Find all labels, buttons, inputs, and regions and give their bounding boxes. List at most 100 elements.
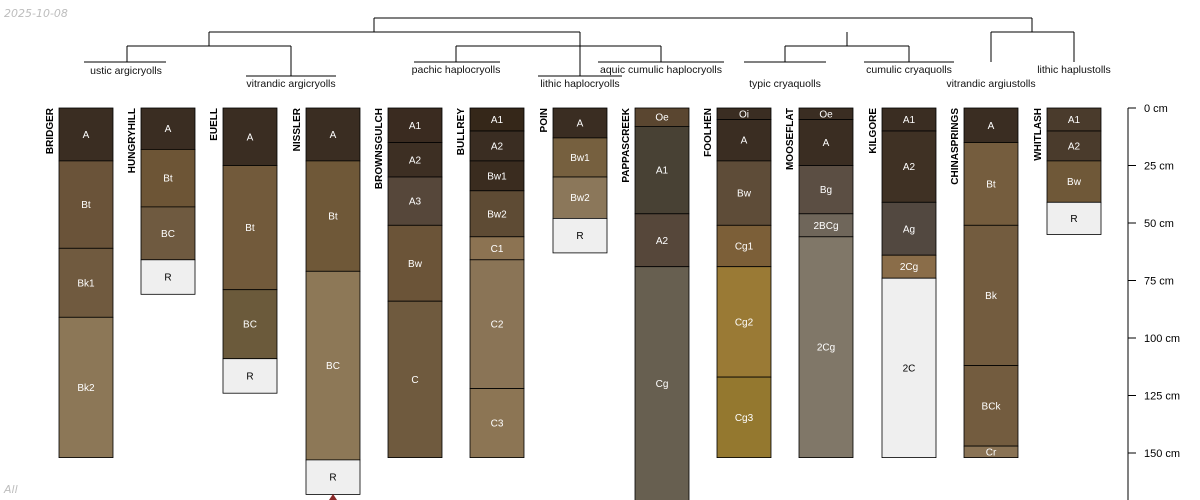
horizon-a2 <box>1046 130 1102 162</box>
horizon-label: Cr <box>986 447 997 458</box>
depth-tick-label: 100 cm <box>1144 333 1180 345</box>
soil-profile-bridger: BRIDGER A Bt Bk1 Bk2 <box>45 107 114 458</box>
horizon-label: Oe <box>655 113 669 124</box>
soil-profile-poin: POIN A Bw1 Bw2 R <box>539 107 608 254</box>
horizon-label: Bt <box>245 223 255 234</box>
depth-tick-label: 0 cm <box>1144 103 1168 115</box>
soil-profile-foolhen: FOOLHEN Oi A Bw Cg1 Cg2 Cg3 <box>703 107 772 459</box>
soil-profile-kilgore: KILGORE A1 A2 Ag 2Cg 2C <box>868 107 937 459</box>
dendrogram-label: ustic argicryolls <box>90 65 162 77</box>
soil-profile-mooseflat: MOOSEFLAT Oe A Bg 2BCg 2Cg <box>785 107 854 459</box>
horizon-cg2 <box>716 266 772 378</box>
horizon-bk2 <box>58 316 114 458</box>
horizon-label: A2 <box>903 162 916 173</box>
horizon-bg <box>798 165 854 215</box>
profile-name: BULLREY <box>456 108 467 156</box>
horizon-c <box>387 300 443 459</box>
dendrogram: ustic argicryolls vitrandic argicryolls pa… <box>84 17 1111 90</box>
horizon-label: Bw2 <box>487 209 507 220</box>
soil-profile-hungryhill: HUNGRYHILL A Bt BC R <box>127 107 196 295</box>
horizon-label: Bt <box>986 179 996 190</box>
dendrogram-label: typic cryaquolls <box>749 78 821 90</box>
soil-profile-pappascreek: PAPPASCREEK Oe A1 A2 Cg <box>621 107 690 500</box>
horizon-label: 2BCg <box>813 221 838 232</box>
horizon-bc <box>222 289 278 360</box>
horizon-label: C3 <box>491 419 504 430</box>
horizon-cg1 <box>716 224 772 268</box>
horizon-label: A3 <box>409 197 422 208</box>
profile-name: KILGORE <box>868 108 879 154</box>
profile-name: NISSLER <box>292 107 303 151</box>
horizon-bw2 <box>552 176 608 219</box>
horizon-label: Bt <box>328 212 338 223</box>
dendrogram-label: vitrandic argicryolls <box>246 78 335 90</box>
horizon-bw <box>716 160 772 226</box>
horizon-label: R <box>246 371 253 382</box>
horizon-label: Bw1 <box>487 171 507 182</box>
horizon-c2 <box>469 259 525 389</box>
horizon-label: A <box>330 130 337 141</box>
horizon-label: C <box>411 375 418 386</box>
horizon-label: 2Cg <box>817 343 835 354</box>
horizon-label: A1 <box>409 121 422 132</box>
horizon-label: Bt <box>163 174 173 185</box>
horizon-label: A1 <box>903 115 916 126</box>
horizon-a2 <box>634 213 690 268</box>
horizon-bw1 <box>469 160 525 192</box>
horizon-label: A1 <box>1068 115 1081 126</box>
horizon-label: A <box>83 130 90 141</box>
horizon-label: A <box>247 132 254 143</box>
depth-axis: 0 cm 25 cm 50 cm 75 cm 100 cm 125 cm 150 cm <box>1127 103 1180 500</box>
horizon-a2 <box>469 130 525 162</box>
horizon-label: Bw <box>408 259 423 270</box>
horizon-label: Ag <box>903 224 915 235</box>
depth-tick-label: 50 cm <box>1144 218 1174 230</box>
horizon-label: BCk <box>982 401 1002 412</box>
horizon-a1 <box>634 126 690 215</box>
horizon-bt <box>963 142 1019 226</box>
depth-tick-label: 25 cm <box>1144 161 1174 173</box>
horizon-bw2 <box>469 190 525 238</box>
horizon-cr <box>963 445 1019 459</box>
horizon-label: Cg3 <box>735 413 754 424</box>
horizon-a <box>716 119 772 162</box>
depth-tick-label: 75 cm <box>1144 276 1174 288</box>
horizon-label: A <box>165 124 172 135</box>
horizon-label: Bw <box>1067 177 1082 188</box>
horizon-label: A1 <box>491 115 504 126</box>
horizon-a <box>305 107 361 162</box>
horizon-bc <box>305 270 361 461</box>
horizon-bt <box>58 160 114 249</box>
horizon-a <box>798 119 854 166</box>
profile-name: MOOSEFLAT <box>785 108 796 170</box>
horizon-label: Bg <box>820 185 832 196</box>
horizon-label: Cg1 <box>735 242 754 253</box>
horizon-label: A <box>988 121 995 132</box>
profile-name: BROWNSGULCH <box>374 108 385 189</box>
horizon-label: R <box>576 231 583 242</box>
dendrogram-label: pachic haplocryolls <box>412 64 501 76</box>
horizon-a <box>140 107 196 150</box>
footer-label: All <box>4 483 18 496</box>
dendrogram-label: cumulic cryaquolls <box>866 64 952 76</box>
horizon-label: R <box>1070 214 1077 225</box>
horizon-label: Bt <box>81 200 91 211</box>
truncation-marker <box>329 494 337 500</box>
horizon-r <box>305 459 361 495</box>
horizon-label: A2 <box>656 236 669 247</box>
horizon-label: BC <box>161 229 175 240</box>
horizon-label: A <box>823 138 830 149</box>
profile-name: WHITLASH <box>1033 108 1044 161</box>
depth-tick-label: 125 cm <box>1144 391 1180 403</box>
horizon-2cg <box>798 236 854 459</box>
horizon-a2 <box>387 142 443 178</box>
profile-name: BRIDGER <box>45 107 56 154</box>
soil-profile-chinasprings: CHINASPRINGS A Bt Bk BCk Cr <box>950 107 1019 459</box>
horizon-bt <box>140 148 196 208</box>
horizon-bck <box>963 365 1019 447</box>
horizon-r <box>140 259 196 295</box>
horizon-a <box>963 107 1019 143</box>
horizon-label: Cg <box>656 379 669 390</box>
horizon-label: A1 <box>656 166 669 177</box>
